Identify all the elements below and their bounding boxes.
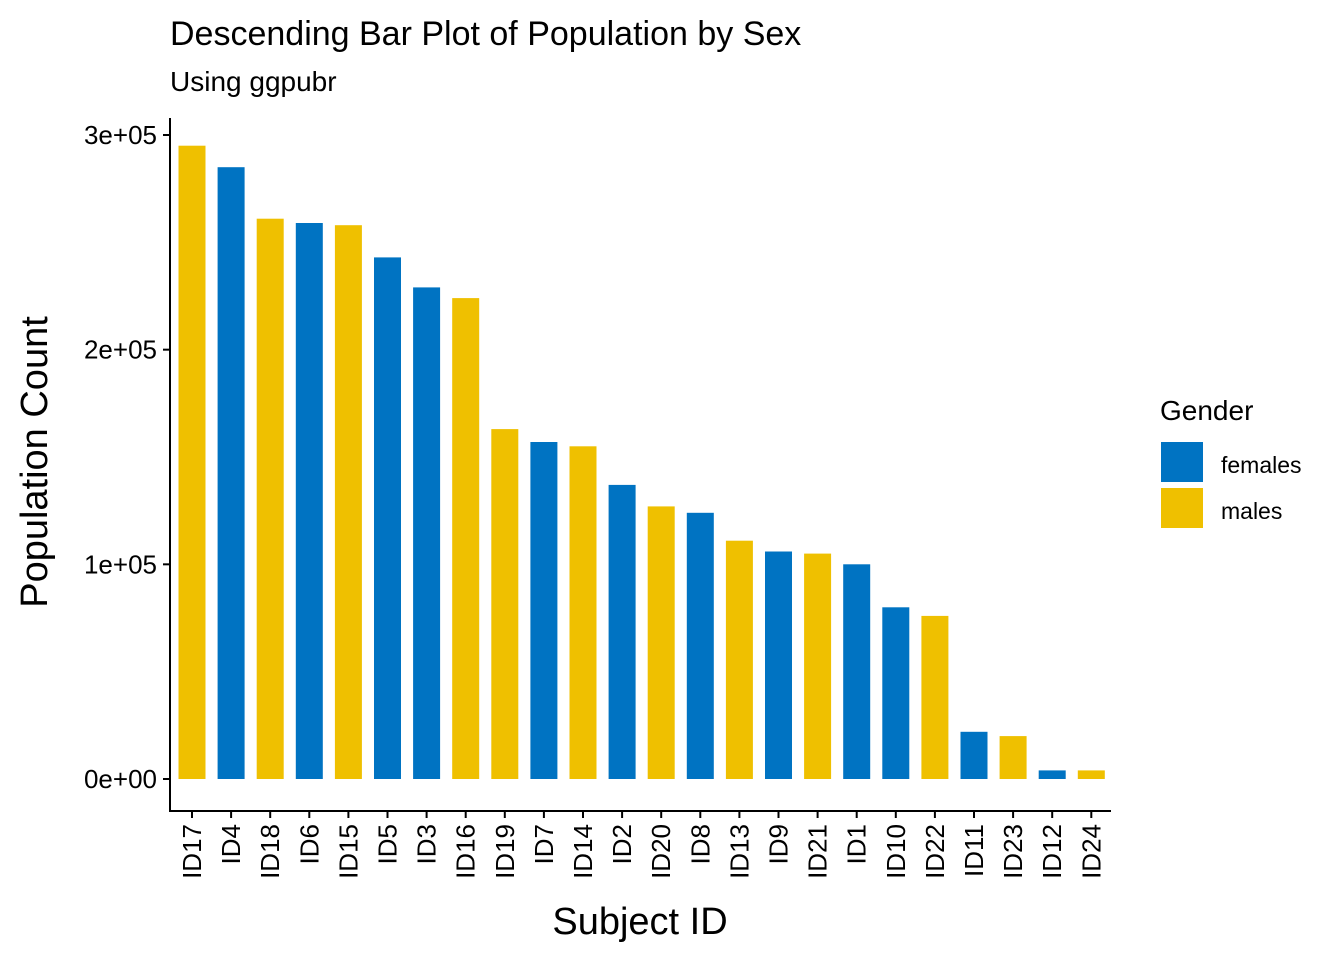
x-tick-label: ID7 [529,824,559,864]
y-tick-label: 3e+05 [84,120,157,150]
bar-ID20 [647,506,675,779]
x-tick-label: ID4 [216,824,246,864]
bar-ID23 [999,736,1027,779]
x-axis-title: Subject ID [552,901,727,943]
x-tick-label: ID12 [1037,824,1067,879]
bar-ID7 [530,442,558,779]
legend: Gender females males [1160,395,1302,528]
x-tick-label: ID6 [294,824,324,864]
x-tick-label: ID5 [373,824,403,864]
bar-ID3 [413,287,441,779]
x-tick-label: ID23 [998,824,1028,879]
bar-ID11 [960,731,988,779]
bar-ID22 [921,615,949,779]
legend-title: Gender [1160,395,1253,426]
x-tick-label: ID1 [842,824,872,864]
bar-ID13 [725,540,753,779]
x-tick-label: ID13 [724,824,754,879]
legend-swatch-males [1161,488,1203,528]
legend-label-males: males [1221,498,1282,524]
bar-ID16 [452,298,480,779]
bar-ID4 [217,167,245,779]
x-tick-label: ID10 [881,824,911,879]
bar-ID24 [1077,770,1105,779]
x-tick-label: ID16 [451,824,481,879]
y-tick-label: 0e+00 [84,764,157,794]
bar-ID21 [804,553,832,779]
x-tick-label: ID14 [568,824,598,879]
bar-ID2 [608,484,636,779]
bar-ID12 [1038,770,1066,779]
x-tick-label: ID18 [255,824,285,879]
legend-label-females: females [1221,452,1302,478]
y-tick-label: 1e+05 [84,549,157,579]
bar-ID9 [765,551,792,779]
x-tick-label: ID11 [959,824,989,877]
bar-ID5 [374,257,401,779]
x-tick-label: ID22 [920,824,950,879]
legend-swatch-females [1161,442,1203,482]
x-tick-label: ID9 [764,824,794,864]
bar-ID8 [686,512,714,779]
chart-subtitle: Using ggpubr [170,66,337,97]
bar-ID15 [334,225,362,779]
x-tick-label: ID15 [333,824,363,879]
x-tick-label: ID2 [607,824,637,864]
y-tick-label: 2e+05 [84,335,157,365]
x-tick-label: ID8 [685,824,715,864]
x-tick-label: ID24 [1076,824,1106,879]
x-tick-label: ID20 [646,824,676,879]
bar-ID6 [295,223,323,779]
bars-group [178,145,1105,779]
chart-title: Descending Bar Plot of Population by Sex [170,15,801,53]
x-tick-label: ID17 [177,824,207,879]
y-axis-ticks: 0e+00 1e+05 2e+05 3e+05 [84,120,170,794]
x-tick-label: ID21 [803,824,833,879]
bar-ID19 [491,429,519,779]
bar-ID1 [843,564,871,779]
x-tick-label: ID19 [490,824,520,879]
x-tick-label: ID3 [412,824,442,864]
bar-ID14 [569,446,597,779]
bar-ID17 [178,145,206,779]
bar-ID10 [882,607,910,779]
bar-ID18 [256,218,284,779]
x-axis-ticks: ID17 ID4 ID18 ID6 ID15 ID5 ID3 ID16 ID19 ID7 ID14 I… [177,811,1106,879]
y-axis-title: Population Count [14,316,56,608]
